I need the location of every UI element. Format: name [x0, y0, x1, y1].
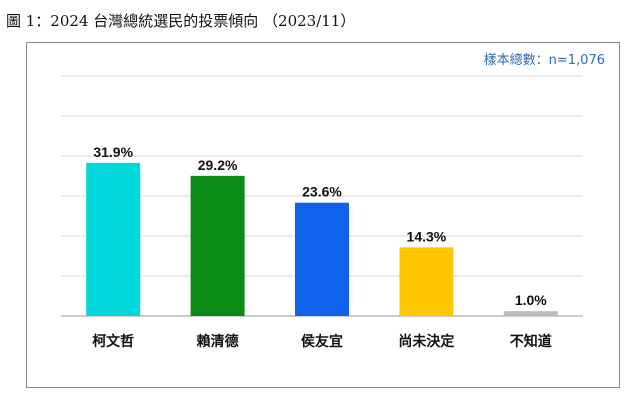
bar	[503, 311, 558, 316]
data-label: 14.3%	[407, 228, 447, 244]
category-label: 不知道	[510, 333, 552, 350]
data-label: 31.9%	[93, 144, 133, 160]
category-label: 賴清德	[197, 333, 239, 350]
category-label: 侯友宜	[301, 333, 343, 350]
data-label: 23.6%	[302, 184, 342, 200]
data-label: 1.0%	[515, 292, 547, 308]
figure-title: 圖 1：2024 台灣總統選民的投票傾向 （2023/11）	[6, 12, 356, 30]
bar	[86, 162, 141, 316]
sample-size-note: 樣本總數：n=1,076	[483, 53, 605, 68]
bar	[399, 247, 454, 316]
category-label: 柯文哲	[92, 333, 134, 350]
data-label: 29.2%	[198, 157, 238, 173]
bar	[295, 202, 349, 316]
bar	[190, 175, 245, 316]
category-label: 尚未決定	[398, 333, 454, 350]
